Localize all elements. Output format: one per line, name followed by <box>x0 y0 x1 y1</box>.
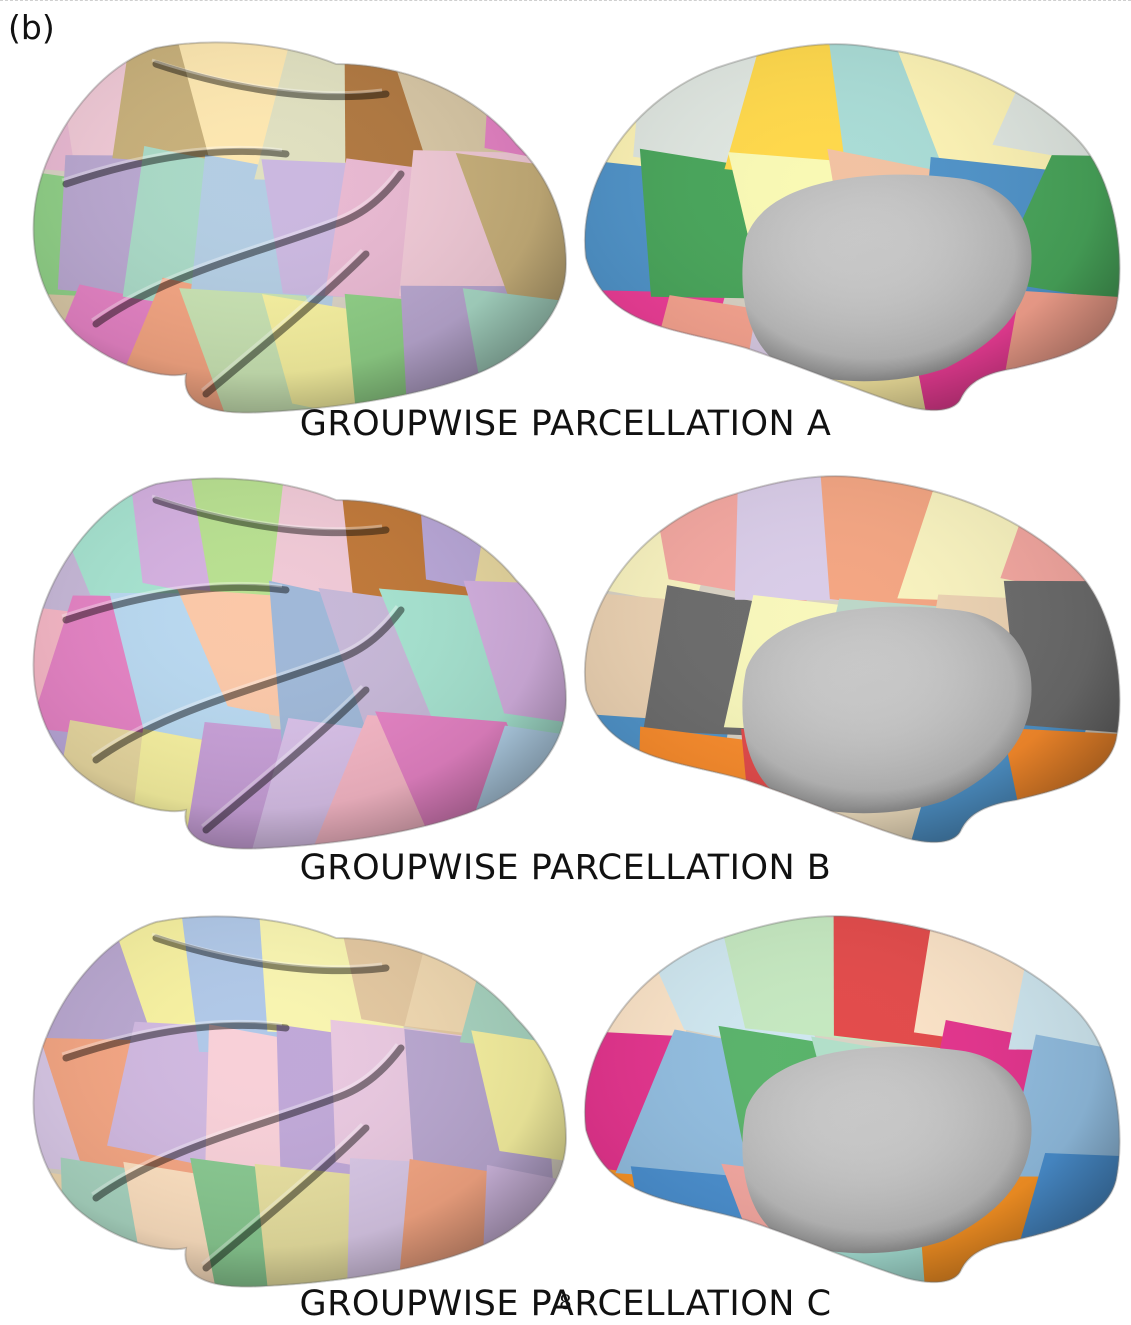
panel-label: (b) <box>8 8 55 47</box>
page-number: 8 <box>559 1290 572 1314</box>
caption-parcellation-c: GROUPWISE PARCELLATION C <box>299 1284 832 1324</box>
brain-medial-a <box>583 43 1121 412</box>
top-dashed-rule <box>0 0 1131 1</box>
brain-medial-c <box>583 915 1121 1284</box>
caption-parcellation-b: GROUPWISE PARCELLATION B <box>299 848 832 888</box>
brain-medial-b <box>583 475 1121 844</box>
caption-parcellation-a: GROUPWISE PARCELLATION A <box>299 404 832 444</box>
brain-lateral-c <box>32 915 568 1288</box>
brain-lateral-a <box>32 41 568 414</box>
brain-lateral-b <box>32 477 568 850</box>
